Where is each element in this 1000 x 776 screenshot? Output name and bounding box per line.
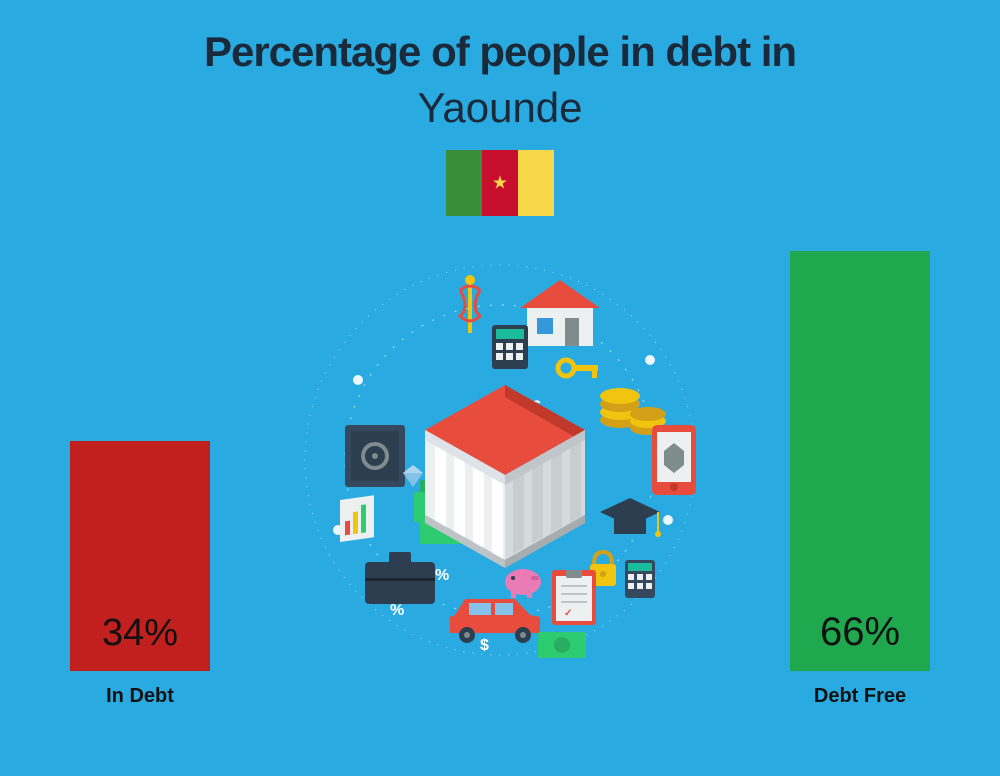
cameroon-flag: ★ bbox=[446, 150, 554, 216]
flag-stripe-green bbox=[446, 150, 482, 216]
bar-debt-free-rect: 66% bbox=[790, 251, 930, 671]
bar-debt-free: 66% Debt Free bbox=[790, 251, 930, 708]
bar-in-debt-rect: 34% bbox=[70, 441, 210, 671]
bar-debt-free-label: Debt Free bbox=[814, 685, 906, 708]
flag-star-icon: ★ bbox=[492, 173, 508, 194]
page-title: Percentage of people in debt in bbox=[0, 0, 1000, 76]
bar-in-debt: 34% In Debt bbox=[70, 441, 210, 708]
flag-stripe-red: ★ bbox=[482, 150, 518, 216]
bar-debt-free-value: 66% bbox=[820, 610, 900, 655]
page-subtitle: Yaounde bbox=[0, 84, 1000, 132]
flag-stripe-yellow bbox=[518, 150, 554, 216]
bar-chart: 34% In Debt 66% Debt Free bbox=[0, 251, 1000, 708]
bar-in-debt-value: 34% bbox=[102, 612, 178, 655]
bar-in-debt-label: In Debt bbox=[106, 685, 174, 708]
flag-container: ★ bbox=[0, 150, 1000, 216]
